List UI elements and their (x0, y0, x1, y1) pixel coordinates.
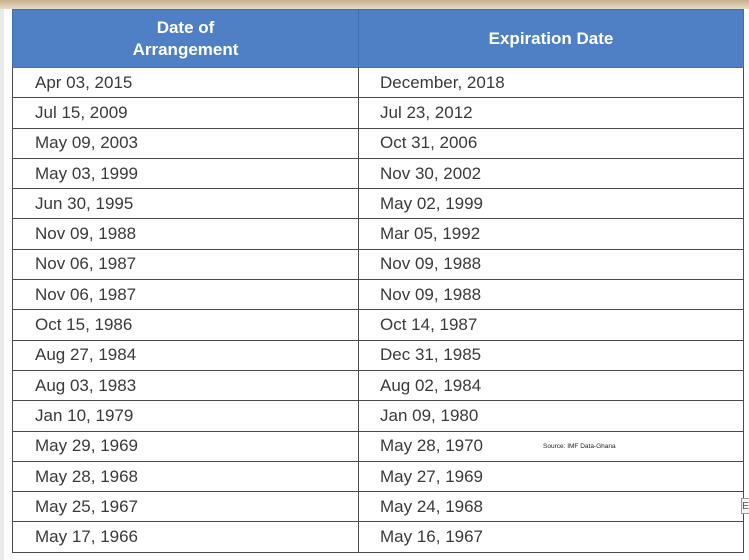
table-row: Oct 15, 1986 Oct 14, 1987 (12, 309, 744, 341)
cell-date-of-arrangement: May 29, 1969 (12, 430, 359, 462)
cell-value: Mar 05, 1992 (380, 224, 481, 244)
table-row: May 25, 1967 May 24, 1968 (12, 491, 744, 523)
cell-value: Oct 31, 2006 (380, 133, 478, 153)
cell-date-of-arrangement: Oct 15, 1986 (12, 309, 359, 341)
table-row: Aug 27, 1984 Dec 31, 1985 (12, 339, 744, 371)
table-row: Nov 06, 1987 Nov 09, 1988 (12, 248, 744, 281)
cell-value: Aug 02, 1984 (380, 375, 482, 395)
cell-value: May 24, 1968 (380, 496, 484, 516)
cell-date-of-arrangement: Jun 30, 1995 (12, 188, 359, 220)
table-row: Jul 15, 2009 Jul 23, 2012 (12, 97, 744, 129)
header-label: Expiration Date (488, 28, 614, 48)
cell-expiration-date: Mar 05, 1992 (358, 218, 744, 250)
cell-date-of-arrangement: May 25, 1967 (12, 491, 359, 523)
table-row: Aug 03, 1983 Aug 02, 1984 (12, 369, 744, 402)
table-row: May 03, 1999 Nov 30, 2002 (12, 157, 744, 190)
cell-value: May 27, 1969 (380, 466, 484, 486)
cell-value: May 16, 1967 (380, 527, 484, 547)
edge-mark: E (741, 498, 749, 514)
table-row: Nov 06, 1987 Nov 09, 1988 (12, 279, 744, 311)
table-row: May 29, 1969 May 28, 1970 Source: IMF Data… (12, 430, 744, 462)
cell-expiration-date: May 27, 1969 (358, 460, 744, 493)
source-note: Source: IMF Data-Ghana (543, 443, 616, 451)
cell-value: December, 2018 (380, 72, 505, 92)
cell-date-of-arrangement: Nov 06, 1987 (12, 279, 359, 311)
cell-value: Jan 09, 1980 (380, 405, 479, 425)
cell-expiration-date: December, 2018 (358, 66, 744, 99)
arrangements-table-container: Date of Arrangement Expiration Date Apr … (12, 9, 744, 555)
cell-value: May 02, 1999 (380, 193, 484, 213)
cell-expiration-date: Dec 31, 1985 (358, 339, 744, 371)
cell-value: Nov 09, 1988 (380, 254, 482, 274)
cell-value: Dec 31, 1985 (380, 345, 482, 365)
table-row: Apr 03, 2015 December, 2018 (12, 66, 744, 99)
cell-value: Oct 14, 1987 (380, 315, 478, 335)
cell-expiration-date: Jul 23, 2012 (358, 97, 744, 129)
cell-expiration-date: May 28, 1970 Source: IMF Data-Ghana (358, 430, 744, 462)
cell-value: Nov 09, 1988 (380, 284, 482, 304)
cell-expiration-date: Nov 09, 1988 (358, 279, 744, 311)
table-row: May 17, 1966 May 16, 1967 (12, 521, 744, 553)
cell-expiration-date: Oct 31, 2006 (358, 127, 744, 159)
cell-date-of-arrangement: Nov 06, 1987 (12, 248, 359, 281)
cell-date-of-arrangement: May 17, 1966 (12, 521, 359, 553)
cell-date-of-arrangement: Aug 03, 1983 (12, 369, 359, 402)
table-body: Apr 03, 2015 December, 2018 Jul 15, 2009 Ju… (12, 66, 744, 553)
cell-value: May 28, 1970 (380, 436, 484, 456)
cell-value: Nov 30, 2002 (380, 163, 482, 183)
cell-date-of-arrangement: May 09, 2003 (12, 127, 359, 159)
cell-expiration-date: Aug 02, 1984 (358, 369, 744, 402)
cell-expiration-date: Nov 09, 1988 (358, 248, 744, 281)
arrangements-table: Date of Arrangement Expiration Date Apr … (12, 9, 744, 553)
table-row: Nov 09, 1988 Mar 05, 1992 (12, 218, 744, 250)
cell-expiration-date: Oct 14, 1987 (358, 309, 744, 341)
header-row: Date of Arrangement Expiration Date (12, 9, 744, 68)
cell-date-of-arrangement: Jul 15, 2009 (12, 97, 359, 129)
cell-date-of-arrangement: Aug 27, 1984 (12, 339, 359, 371)
left-border-strip (0, 9, 4, 560)
table-row: May 09, 2003 Oct 31, 2006 (12, 127, 744, 159)
table-row: Jun 30, 1995 May 02, 1999 (12, 188, 744, 220)
table-row: May 28, 1968 May 27, 1969 (12, 460, 744, 493)
header-label: Date of Arrangement (132, 17, 239, 59)
table-row: Jan 10, 1979 Jan 09, 1980 (12, 400, 744, 432)
cell-date-of-arrangement: May 28, 1968 (12, 460, 359, 493)
top-border-strip (0, 0, 749, 9)
table-header: Date of Arrangement Expiration Date (12, 9, 744, 68)
cell-expiration-date: May 16, 1967 (358, 521, 744, 553)
cell-expiration-date: Jan 09, 1980 (358, 400, 744, 432)
cell-value: Jul 23, 2012 (380, 102, 473, 122)
header-expiration-date: Expiration Date (358, 9, 744, 68)
header-date-of-arrangement: Date of Arrangement (12, 9, 359, 68)
cell-expiration-date: Nov 30, 2002 (358, 157, 744, 190)
cell-date-of-arrangement: May 03, 1999 (12, 157, 359, 190)
cell-date-of-arrangement: Apr 03, 2015 (12, 66, 359, 99)
cell-date-of-arrangement: Jan 10, 1979 (12, 400, 359, 432)
cell-expiration-date: May 02, 1999 (358, 188, 744, 220)
cell-expiration-date: May 24, 1968 (358, 491, 744, 523)
cell-date-of-arrangement: Nov 09, 1988 (12, 218, 359, 250)
